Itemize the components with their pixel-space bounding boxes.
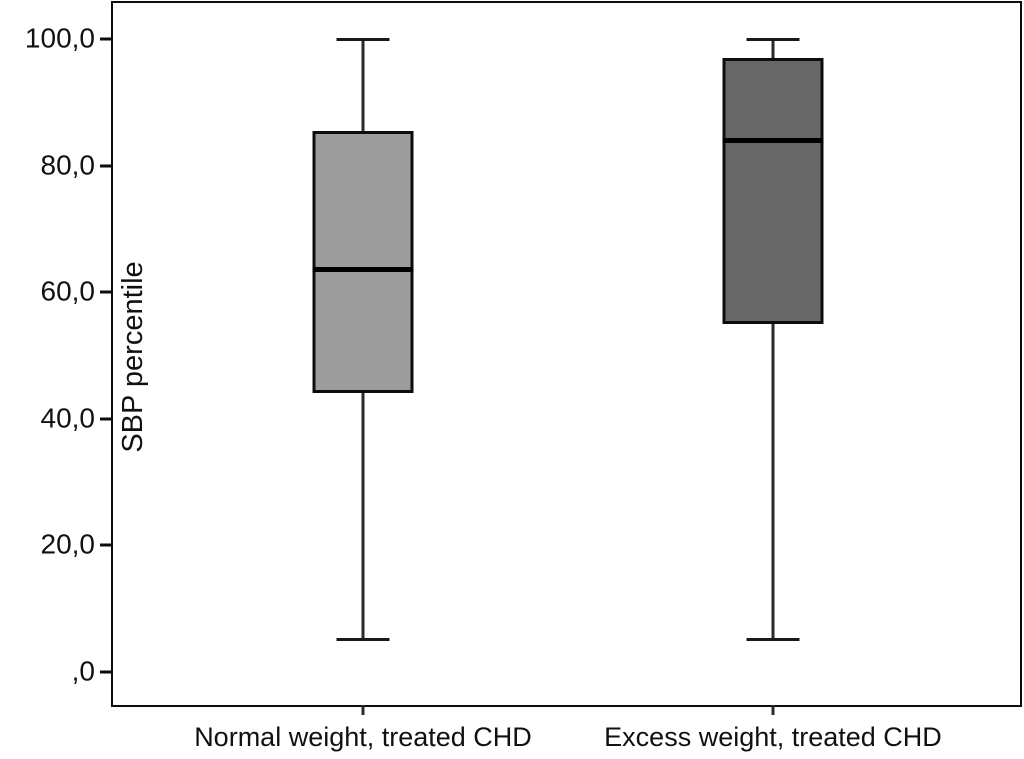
lower-whisker-cap — [336, 638, 390, 642]
plot-frame — [111, 1, 1022, 707]
y-tick-label: 100,0 — [24, 22, 95, 54]
y-tick-mark — [100, 37, 113, 41]
plot-area: SBP percentile — [111, 1, 1022, 707]
x-category-label: Excess weight, treated CHD — [604, 722, 942, 752]
lower-whisker-line — [361, 393, 365, 640]
median-line — [722, 137, 824, 143]
y-tick-label: 60,0 — [40, 275, 96, 307]
y-tick-label: 20,0 — [40, 528, 96, 560]
y-tick-label: 40,0 — [40, 401, 96, 433]
y-tick-mark — [100, 543, 113, 547]
upper-whisker-cap — [746, 37, 800, 41]
upper-whisker-line — [361, 39, 365, 131]
lower-whisker-cap — [746, 638, 800, 642]
x-tick-mark — [771, 705, 775, 715]
upper-whisker-line — [771, 39, 775, 58]
y-tick-label: 80,0 — [40, 148, 96, 180]
y-tick-mark — [100, 417, 113, 420]
x-category-label: Normal weight, treated CHD — [194, 722, 532, 752]
y-tick-mark — [100, 290, 113, 294]
y-tick-mark — [100, 670, 113, 673]
iqr-box — [722, 57, 824, 324]
y-tick-mark — [100, 164, 113, 167]
iqr-box — [312, 130, 414, 394]
lower-whisker-line — [771, 323, 775, 640]
x-tick-mark — [361, 705, 365, 715]
upper-whisker-cap — [336, 37, 390, 41]
y-axis-title: SBP percentile — [117, 261, 149, 453]
median-line — [312, 267, 414, 273]
y-tick-label: ,0 — [71, 654, 95, 686]
